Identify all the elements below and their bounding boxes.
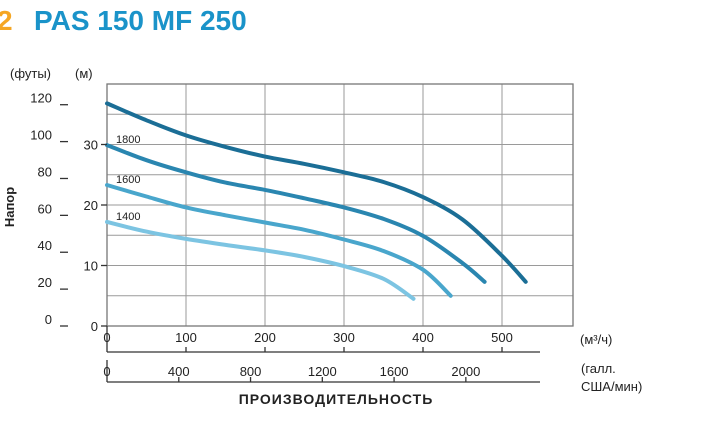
y-unit-feet: (футы)	[10, 66, 51, 81]
x-axis-label: ПРОИЗВОДИТЕЛЬНОСТЬ	[239, 391, 434, 407]
x-tick-m3h-label: 0	[103, 330, 110, 345]
x-ticks-m3h: 0 100 200 300 400 500	[103, 330, 513, 352]
x-ticks-gpm: 0 400 800 1200 1600 2000	[103, 364, 480, 382]
y-tick-ft-label: 60	[38, 201, 52, 216]
series-line-max	[105, 101, 528, 284]
x-unit-gpm-line1: (галл.	[581, 361, 616, 376]
x-tick-gpm-label: 400	[168, 364, 190, 379]
y-unit-meters: (м)	[75, 66, 93, 81]
y-tick-ft-label: 100	[30, 128, 52, 143]
series-label-1400: 1400	[116, 211, 140, 223]
x-tick-gpm-label: 2000	[451, 364, 480, 379]
x-tick-gpm-label: 0	[103, 364, 110, 379]
y-tick-m-label: 10	[84, 259, 98, 274]
y-tick-ft-label: 20	[38, 275, 52, 290]
y-ticks-feet: 0 20 40 60 80 100 120	[30, 91, 68, 327]
y-tick-m-label: 30	[84, 138, 98, 153]
y-tick-m-label: 0	[91, 319, 98, 334]
x-tick-gpm-label: 1600	[380, 364, 409, 379]
series-line-1800	[105, 143, 487, 284]
y-tick-m-label: 20	[84, 198, 98, 213]
x-tick-m3h-label: 400	[412, 330, 434, 345]
x-tick-m3h-label: 500	[491, 330, 513, 345]
y-tick-ft-label: 40	[38, 238, 52, 253]
series-line-1600	[105, 183, 453, 298]
x-tick-gpm-label: 1200	[308, 364, 337, 379]
y-axis-label: Напор	[2, 187, 17, 227]
x-unit-gpm-line2: США/мин)	[581, 379, 642, 394]
x-unit-m3h: (м³/ч)	[580, 332, 612, 347]
series-labels: 1800 1600 1400	[116, 134, 140, 223]
series-line-1400	[105, 219, 416, 301]
series-label-1800: 1800	[116, 134, 140, 146]
y-tick-ft-label: 80	[38, 164, 52, 179]
x-tick-gpm-label: 800	[240, 364, 262, 379]
series-label-1600: 1600	[116, 174, 140, 186]
y-tick-ft-label: 0	[45, 312, 52, 327]
chart-title: PAS 150 MF 250	[34, 5, 247, 36]
x-tick-m3h-label: 100	[175, 330, 197, 345]
y-tick-ft-label: 120	[30, 91, 52, 106]
section-marker: 2	[0, 5, 13, 36]
series-lines	[105, 101, 528, 301]
y-ticks-meters: 0 10 20 30	[84, 138, 107, 334]
x-tick-m3h-label: 300	[333, 330, 355, 345]
x-tick-m3h-label: 200	[254, 330, 276, 345]
